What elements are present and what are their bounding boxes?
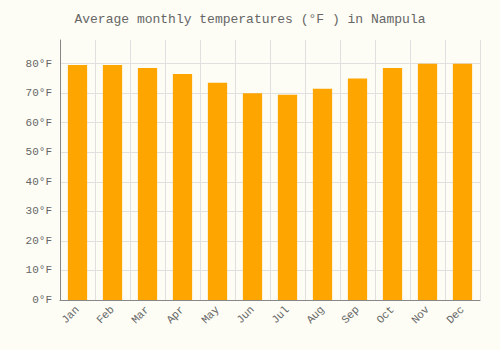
svg-text:60°F: 60°F	[26, 117, 52, 129]
svg-text:Apr: Apr	[164, 304, 186, 326]
svg-text:Jan: Jan	[59, 304, 81, 326]
svg-text:20°F: 20°F	[26, 235, 52, 247]
svg-text:Feb: Feb	[94, 304, 116, 326]
svg-text:0°F: 0°F	[32, 294, 52, 306]
svg-text:Oct: Oct	[374, 304, 396, 326]
svg-text:Nov: Nov	[409, 303, 432, 326]
svg-text:40°F: 40°F	[26, 176, 52, 188]
svg-text:Average monthly temperatures (: Average monthly temperatures (°F ) in Na…	[74, 12, 425, 27]
svg-text:Jun: Jun	[234, 304, 256, 326]
svg-text:80°F: 80°F	[26, 58, 52, 70]
svg-text:Sep: Sep	[339, 304, 361, 326]
svg-text:Jul: Jul	[269, 304, 291, 326]
svg-text:30°F: 30°F	[26, 205, 52, 217]
svg-text:70°F: 70°F	[26, 87, 52, 99]
svg-text:Dec: Dec	[444, 304, 466, 326]
svg-text:10°F: 10°F	[26, 264, 52, 276]
svg-text:Mar: Mar	[129, 304, 151, 326]
svg-text:May: May	[199, 303, 222, 326]
svg-text:Aug: Aug	[304, 304, 326, 326]
svg-text:50°F: 50°F	[26, 146, 52, 158]
